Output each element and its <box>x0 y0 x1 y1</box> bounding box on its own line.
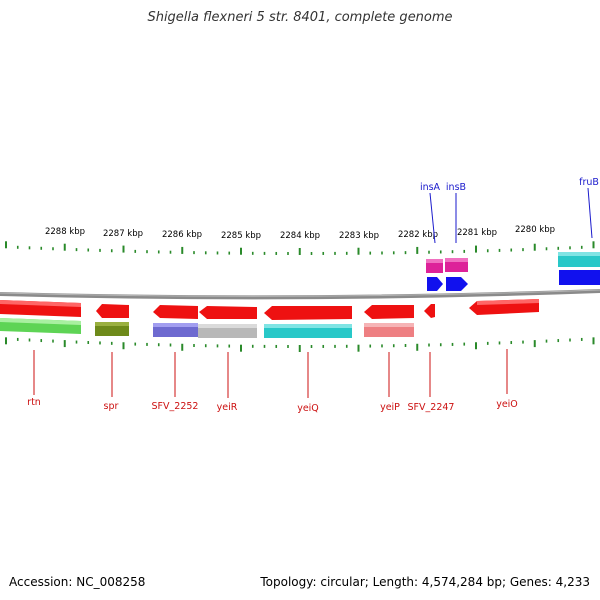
yeiQ-label: yeiQ <box>297 403 319 414</box>
scale-label: 2280 kbp <box>515 225 555 235</box>
insA-gene[interactable] <box>426 259 443 291</box>
SFV_2252-label: SFV_2252 <box>152 401 199 412</box>
topology-text: Topology: circular; Length: 4,574,284 bp… <box>260 575 590 589</box>
SFV_2247-label: SFV_2247 <box>408 402 455 413</box>
spr-gene[interactable] <box>95 304 129 336</box>
rtn-label: rtn <box>27 397 41 408</box>
yeiR-gene[interactable] <box>198 306 257 338</box>
genome-backbone <box>0 289 600 300</box>
scale-labels: 2288 kbp 2287 kbp 2286 kbp 2285 kbp 2284 kbp… <box>45 225 555 241</box>
yeiQ-gene[interactable] <box>264 306 352 338</box>
scale-label: 2282 kbp <box>398 230 438 240</box>
scale-label: 2287 kbp <box>103 229 143 239</box>
scale-label: 2281 kbp <box>457 228 497 238</box>
SFV_2247-gene[interactable] <box>424 304 435 318</box>
genome-title: Shigella flexneri 5 str. 8401, complete … <box>147 10 453 25</box>
SFV_2252-gene[interactable] <box>153 305 198 337</box>
rtn-gene[interactable] <box>0 300 81 334</box>
fruB-label: fruB <box>579 177 599 188</box>
accession-text: Accession: NC_008258 <box>9 575 146 589</box>
scale-label: 2286 kbp <box>162 230 202 240</box>
insB-gene[interactable] <box>445 258 468 291</box>
scale-ticks-top <box>5 241 595 255</box>
scale-label: 2288 kbp <box>45 227 85 237</box>
insB-label: insB <box>446 182 466 193</box>
fruB-label-line <box>587 187 593 239</box>
scale-label: 2285 kbp <box>221 231 261 241</box>
scale-label: 2284 kbp <box>280 231 320 241</box>
genome-backbone-highlight <box>0 289 600 297</box>
yeiR-label: yeiR <box>217 402 238 413</box>
insA-label: insA <box>420 182 441 193</box>
yeiO-gene[interactable] <box>469 299 539 315</box>
insA-label-line <box>429 192 436 244</box>
scale-ticks-bottom <box>5 337 595 352</box>
scale-label: 2283 kbp <box>339 231 379 241</box>
fruB-gene[interactable] <box>558 252 600 285</box>
spr-label: spr <box>104 401 119 412</box>
yeiP-gene[interactable] <box>364 305 414 337</box>
yeiO-label: yeiO <box>496 399 518 410</box>
yeiP-label: yeiP <box>380 402 400 413</box>
